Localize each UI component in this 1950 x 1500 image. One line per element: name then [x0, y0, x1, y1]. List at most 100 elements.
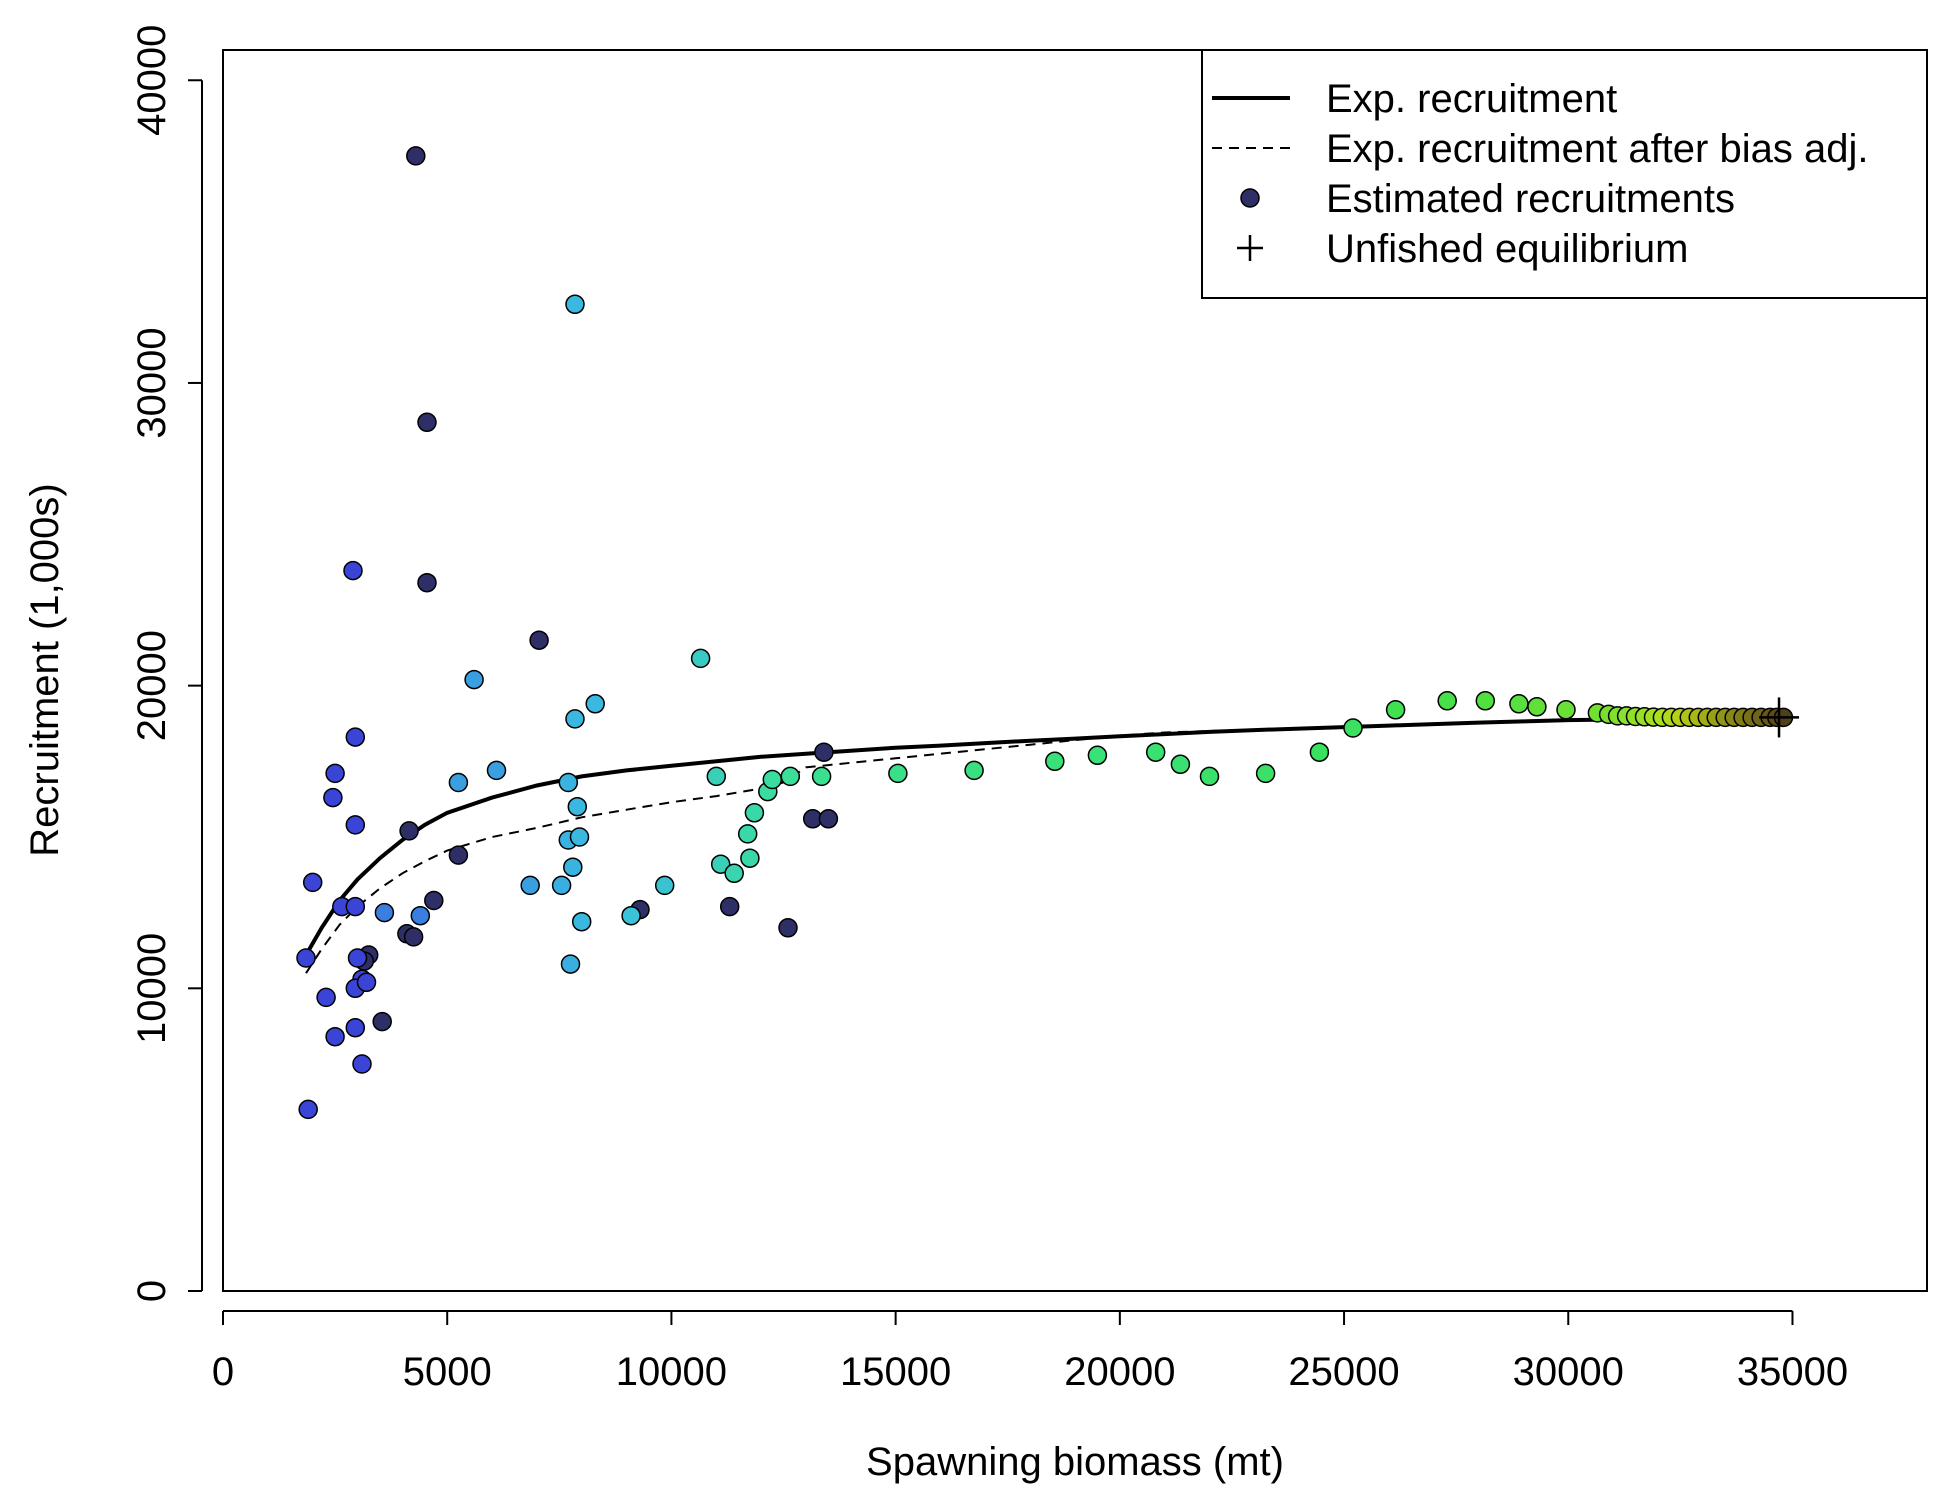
estimated-recruitment-point — [403, 927, 424, 947]
estimated-recruitment-point — [762, 769, 783, 790]
estimated-recruitment-point — [1087, 745, 1108, 766]
estimated-recruitment-point — [343, 560, 363, 581]
estimated-recruitment-point — [347, 948, 368, 968]
estimated-recruitment-point — [719, 896, 740, 917]
legend-plus-symbol — [1237, 235, 1263, 261]
estimated-recruitment-point — [551, 875, 572, 896]
y-axis-title: Recruitment (1,000s) — [23, 483, 67, 856]
estimated-recruitment-point — [1309, 742, 1330, 762]
estimated-recruitment-point — [448, 772, 469, 793]
estimated-recruitment-point — [345, 727, 366, 747]
legend-point-symbol — [1240, 188, 1260, 208]
estimated-recruitment-point — [424, 890, 444, 911]
exp-recruitment-line — [304, 715, 1784, 956]
estimated-recruitment-point — [486, 760, 507, 781]
estimated-recruitment-point — [399, 821, 419, 841]
estimated-recruitment-point — [585, 694, 605, 714]
estimated-recruitment-point — [1255, 763, 1276, 784]
estimated-recruitment-point — [1509, 694, 1529, 714]
estimated-recruitment-point — [780, 766, 801, 787]
estimated-recruitment-point — [325, 1026, 345, 1047]
estimated-recruitment-point — [1437, 691, 1457, 711]
y-tick-label: 10000 — [130, 933, 174, 1044]
x-axis: 0 5000 10000 15000 20000 25000 30000 35000 — [212, 1310, 1848, 1394]
estimated-recruitment-point — [1475, 691, 1496, 711]
estimated-recruitment-point — [417, 572, 437, 593]
x-tick-label: 0 — [212, 1350, 234, 1394]
estimated-recruitment-point — [724, 863, 744, 884]
exp-recruitment-bias-adj-line — [305, 716, 1784, 974]
estimated-recruitment-point — [1527, 697, 1547, 717]
estimated-recruitment-point — [298, 1099, 318, 1120]
estimated-recruitment-point — [560, 954, 581, 974]
estimated-recruitment-point — [356, 972, 377, 993]
y-tick-label: 30000 — [130, 327, 174, 438]
y-tick-label: 20000 — [130, 630, 174, 741]
curves — [304, 715, 1784, 974]
estimated-recruitment-point — [1045, 751, 1065, 772]
estimated-recruitment-point — [964, 760, 984, 781]
x-tick-label: 15000 — [840, 1350, 951, 1394]
estimated-recruitment-point — [325, 763, 345, 784]
estimated-recruitment-point — [888, 763, 908, 784]
legend-label-exp-recruitment: Exp. recruitment — [1326, 77, 1617, 121]
estimated-recruitment-point — [323, 787, 343, 808]
plot-frame — [222, 49, 1928, 1292]
legend-label-estimated: Estimated recruitments — [1326, 177, 1735, 221]
x-tick-label: 20000 — [1064, 1350, 1175, 1394]
y-tick-label: 40000 — [130, 25, 174, 136]
estimated-recruitment-point — [621, 905, 641, 926]
y-tick-label: 0 — [130, 1280, 174, 1302]
estimated-recruitment-point — [316, 987, 336, 1008]
x-tick-label: 5000 — [403, 1350, 492, 1394]
estimated-recruitment-point — [372, 1011, 392, 1032]
estimated-recruitment-point — [345, 896, 366, 917]
estimated-recruitment-point — [1199, 766, 1220, 787]
estimated-recruitment-point — [345, 1017, 366, 1038]
x-tick-label: 35000 — [1737, 1350, 1848, 1394]
estimated-recruitment-point — [1145, 742, 1166, 762]
estimated-recruitment-point — [706, 766, 727, 787]
estimated-recruitment-point — [345, 815, 366, 835]
estimated-recruitment-point — [520, 875, 540, 896]
estimated-recruitment-point — [1170, 754, 1191, 775]
estimated-recruitment-point — [814, 742, 834, 762]
estimated-recruitment-point — [1343, 718, 1363, 738]
estimated-recruitment-point — [565, 294, 585, 315]
estimated-recruitment-point — [558, 772, 579, 793]
estimated-recruitment-point — [374, 902, 395, 923]
estimated-recruitment-point — [352, 1054, 372, 1074]
estimated-recruitment-point — [1385, 700, 1406, 720]
legend-box — [1201, 49, 1928, 299]
estimated-recruitment-point — [1556, 700, 1576, 720]
estimated-recruitment-point — [417, 412, 437, 433]
estimated-recruitment-point — [296, 948, 316, 968]
estimated-recruitment-point — [710, 854, 731, 874]
estimated-recruitment-point — [565, 709, 585, 729]
estimated-recruitment-point — [818, 809, 839, 829]
estimated-recruitment-point — [654, 875, 675, 896]
estimated-recruitment-point — [410, 905, 431, 926]
estimated-recruitment-point — [571, 911, 592, 932]
legend-label-unfished: Unfished equilibrium — [1326, 227, 1688, 271]
estimated-recruitment-point — [811, 766, 832, 787]
estimated-recruitment-point — [737, 824, 758, 844]
estimated-recruitment-point — [529, 630, 549, 650]
x-axis-title: Spawning biomass (mt) — [866, 1440, 1284, 1484]
estimated-recruitment-point — [567, 796, 588, 817]
points — [296, 146, 1794, 1120]
estimated-recruitment-point — [744, 803, 765, 823]
estimated-recruitment-point — [690, 648, 711, 669]
x-tick-label: 25000 — [1288, 1350, 1399, 1394]
x-tick-label: 30000 — [1513, 1350, 1624, 1394]
estimated-recruitment-point — [563, 857, 583, 877]
estimated-recruitment-point — [406, 146, 426, 166]
estimated-recruitment-point — [740, 848, 760, 868]
estimated-recruitment-point — [569, 827, 590, 847]
legend: Exp. recruitment Exp. recruitment after … — [1201, 49, 1928, 299]
estimated-recruitment-point — [302, 872, 323, 893]
estimated-recruitment-point — [778, 918, 798, 938]
y-axis: 0 10000 20000 30000 40000 — [130, 25, 203, 1302]
estimated-recruitment-point — [448, 845, 469, 865]
